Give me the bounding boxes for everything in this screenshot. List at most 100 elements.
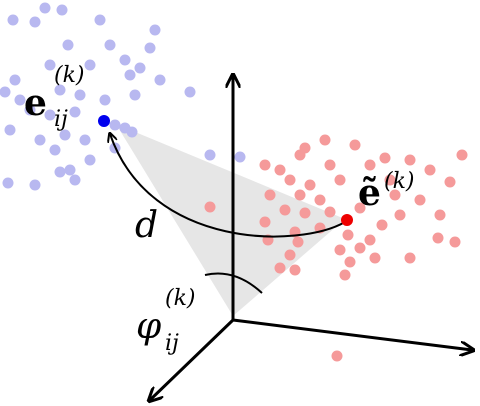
dot bbox=[24, 104, 36, 116]
dot bbox=[456, 149, 468, 161]
point-clouds bbox=[0, 2, 468, 362]
dot bbox=[34, 134, 46, 146]
dot bbox=[9, 74, 21, 86]
angle-cone bbox=[116, 124, 345, 316]
mean-point bbox=[341, 214, 353, 226]
dot bbox=[274, 262, 286, 274]
dot bbox=[104, 39, 116, 51]
dot bbox=[129, 89, 141, 101]
dot bbox=[62, 39, 74, 51]
dot bbox=[99, 94, 111, 106]
dot bbox=[434, 209, 446, 221]
edge-point bbox=[98, 115, 110, 127]
dot bbox=[284, 174, 296, 186]
dot bbox=[56, 4, 68, 16]
dot bbox=[126, 126, 138, 138]
dot bbox=[364, 159, 376, 171]
dot bbox=[394, 209, 406, 221]
dot bbox=[414, 194, 426, 206]
dot bbox=[379, 152, 391, 164]
dot bbox=[2, 177, 14, 189]
dot bbox=[299, 142, 311, 154]
dot bbox=[319, 134, 331, 146]
dot bbox=[154, 74, 166, 86]
dot bbox=[79, 134, 91, 146]
dot bbox=[149, 24, 161, 36]
dot bbox=[314, 194, 326, 206]
axis-left bbox=[150, 318, 235, 400]
angle-arc bbox=[204, 272, 263, 294]
dot bbox=[339, 269, 351, 281]
dot bbox=[364, 234, 376, 246]
dot bbox=[354, 242, 366, 254]
dot bbox=[94, 14, 106, 26]
dot bbox=[204, 149, 216, 161]
dot bbox=[324, 206, 336, 218]
dot bbox=[284, 249, 296, 261]
dot bbox=[369, 252, 381, 264]
dot bbox=[84, 154, 96, 166]
dot bbox=[29, 179, 41, 191]
dot bbox=[334, 244, 346, 256]
dot bbox=[144, 42, 156, 54]
dot bbox=[109, 119, 121, 131]
axis-right bbox=[232, 318, 472, 350]
dot bbox=[134, 62, 146, 74]
dot bbox=[184, 86, 196, 98]
dot bbox=[342, 229, 354, 241]
dot bbox=[44, 59, 56, 71]
edge-label-base: e bbox=[24, 82, 47, 124]
dot bbox=[124, 69, 136, 81]
dot bbox=[74, 89, 86, 101]
dot bbox=[0, 86, 11, 98]
angle-label-sup: (k) bbox=[165, 286, 196, 311]
dot bbox=[274, 164, 286, 176]
dot bbox=[119, 54, 131, 66]
dot bbox=[432, 232, 444, 244]
dot bbox=[259, 159, 271, 171]
dot bbox=[44, 109, 56, 121]
dot bbox=[264, 189, 276, 201]
dot bbox=[29, 16, 41, 28]
dot bbox=[384, 174, 396, 186]
dot bbox=[49, 144, 61, 156]
dot bbox=[292, 236, 304, 248]
dot bbox=[69, 106, 81, 118]
dot bbox=[14, 94, 26, 106]
mean-label-sup: (k) bbox=[384, 169, 415, 194]
dot bbox=[449, 236, 461, 248]
dot bbox=[344, 256, 356, 268]
dot bbox=[59, 129, 71, 141]
dot bbox=[204, 201, 216, 213]
angle-label-sub: ij bbox=[165, 331, 179, 356]
edge-label-sub: ij bbox=[54, 107, 68, 132]
dot bbox=[354, 202, 366, 214]
dot bbox=[84, 59, 96, 71]
dot bbox=[294, 189, 306, 201]
dot bbox=[259, 216, 271, 228]
dot bbox=[54, 84, 66, 96]
angle-label-base: φ bbox=[136, 306, 162, 347]
dot bbox=[54, 166, 66, 178]
dot bbox=[279, 204, 291, 216]
dot bbox=[404, 252, 416, 264]
dot bbox=[349, 139, 361, 151]
distance-label: d bbox=[135, 205, 158, 246]
dot bbox=[69, 174, 81, 186]
dot bbox=[64, 164, 76, 176]
distance-arc bbox=[110, 134, 346, 238]
dot bbox=[7, 14, 19, 26]
dot bbox=[424, 164, 436, 176]
edge-label-sup: (k) bbox=[54, 63, 85, 88]
dot bbox=[289, 264, 301, 276]
dot bbox=[376, 219, 388, 231]
dot bbox=[4, 124, 16, 136]
dot bbox=[234, 151, 246, 163]
dot bbox=[39, 2, 51, 14]
dot bbox=[334, 174, 346, 186]
dot bbox=[331, 350, 343, 362]
dot bbox=[304, 179, 316, 191]
dot bbox=[389, 189, 401, 201]
mean-label-base: ẽ bbox=[358, 172, 381, 214]
